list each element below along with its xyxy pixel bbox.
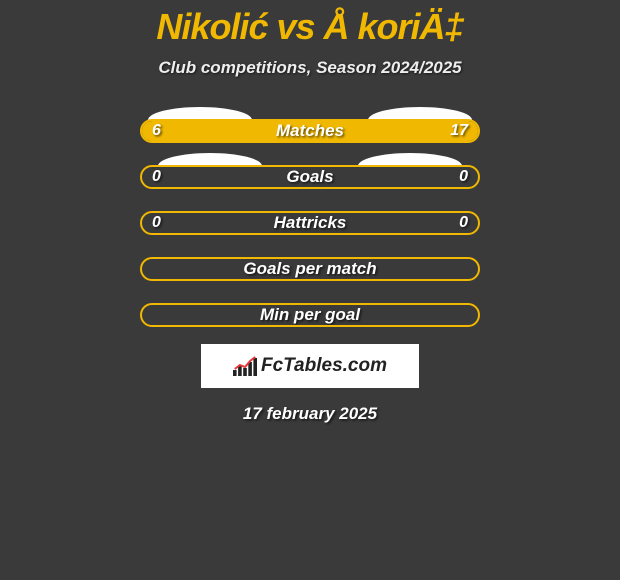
stat-bar: Hattricks0 0 — [140, 211, 480, 235]
stat-value-right: 0 — [459, 167, 468, 187]
stat-value-left: 0 — [152, 213, 161, 233]
stat-label: Matches — [142, 121, 478, 141]
stat-row: Hattricks0 0 — [140, 200, 480, 246]
stat-row: Min per goal — [140, 292, 480, 338]
stat-row: Goals0 0 — [140, 154, 480, 200]
page-title: Nikolić vs Å koriÄ‡ — [156, 6, 463, 48]
stat-label: Min per goal — [142, 305, 478, 325]
generation-date: 17 february 2025 — [243, 404, 377, 424]
stat-label: Hattricks — [142, 213, 478, 233]
stat-bar: Goals0 0 — [140, 165, 480, 189]
stat-row: Matches6 17 — [140, 108, 480, 154]
stat-value-right: 17 — [450, 121, 468, 141]
page-subtitle: Club competitions, Season 2024/2025 — [158, 58, 461, 78]
brand-badge[interactable]: FcTables.com — [201, 344, 419, 388]
stat-bar: Matches6 17 — [140, 119, 480, 143]
stat-row: Goals per match — [140, 246, 480, 292]
stat-bar: Min per goal — [140, 303, 480, 327]
brand-text: FcTables.com — [261, 355, 387, 377]
stat-label: Goals — [142, 167, 478, 187]
stat-value-left: 0 — [152, 167, 161, 187]
stats-area: Matches617Goals00Hattricks00Goals per ma… — [140, 108, 480, 338]
brand-chart-icon — [233, 356, 257, 376]
stat-value-right: 0 — [459, 213, 468, 233]
comparison-card: Nikolić vs Å koriÄ‡ Club competitions, S… — [0, 0, 620, 424]
stat-bar: Goals per match — [140, 257, 480, 281]
stat-value-left: 6 — [152, 121, 161, 141]
stat-label: Goals per match — [142, 259, 478, 279]
